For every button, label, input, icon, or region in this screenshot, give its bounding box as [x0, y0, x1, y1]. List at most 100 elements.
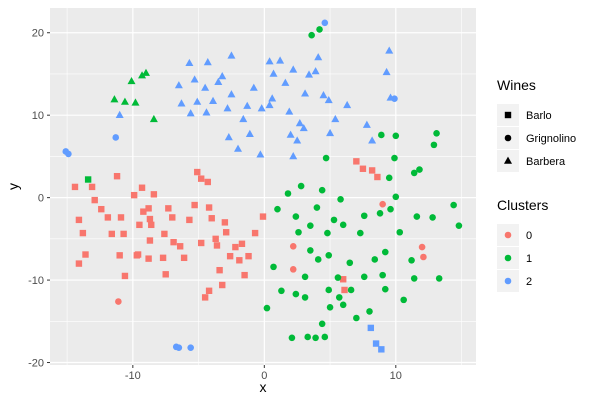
data-point [381, 248, 389, 256]
data-point [391, 154, 398, 162]
data-point [289, 242, 297, 250]
data-point [429, 214, 436, 221]
data-point [269, 69, 278, 77]
data-point [176, 243, 184, 250]
data-point [146, 215, 154, 223]
data-point [241, 271, 248, 279]
data-point [150, 191, 158, 198]
data-point [430, 141, 438, 149]
data-point [312, 334, 319, 342]
data-point [408, 256, 415, 264]
data-point [270, 263, 277, 271]
data-point [325, 286, 333, 294]
data-point [221, 219, 229, 226]
data-point [198, 175, 205, 182]
data-point [165, 205, 172, 212]
data-point [239, 114, 248, 123]
data-point [301, 273, 309, 281]
data-point [420, 253, 427, 261]
data-point [416, 166, 423, 173]
data-point [276, 56, 285, 64]
data-point [120, 230, 127, 238]
data-point [318, 320, 326, 328]
legend-label: Grignolino [526, 133, 576, 145]
data-point [249, 83, 258, 91]
data-point [321, 333, 329, 341]
data-point [295, 228, 302, 236]
data-point [340, 276, 347, 283]
data-point [313, 204, 321, 211]
data-point [341, 286, 348, 294]
data-point [326, 303, 334, 311]
data-point [410, 275, 418, 282]
data-point [335, 294, 343, 301]
data-point [131, 98, 140, 106]
data-point [208, 215, 215, 222]
data-point [353, 314, 360, 322]
data-point [256, 150, 265, 158]
data-point [392, 193, 400, 201]
data-point [337, 195, 344, 203]
data-point [116, 252, 123, 259]
data-point [376, 209, 384, 217]
y-axis: -20 -10 0 10 20 [28, 28, 50, 370]
legend-swatch [504, 277, 512, 285]
data-point [117, 214, 125, 221]
data-point [218, 72, 227, 80]
data-point [368, 136, 377, 144]
data-point [316, 26, 323, 33]
legend-label: 2 [526, 276, 532, 288]
data-point [374, 173, 381, 181]
legend-wines: Wines Barlo Grignolino Barbera [497, 77, 576, 172]
data-point [222, 229, 230, 236]
data-point [104, 214, 112, 221]
data-point [212, 235, 219, 243]
data-point [226, 252, 234, 260]
legend-square-icon [504, 111, 512, 119]
data-point [324, 95, 333, 104]
data-point [331, 114, 340, 123]
data-point [145, 205, 152, 212]
data-point [450, 201, 457, 209]
data-point [115, 298, 122, 305]
data-point [186, 109, 195, 117]
data-point [286, 130, 295, 138]
data-point [259, 213, 267, 220]
data-point [284, 190, 292, 197]
legend-wines-title: Wines [497, 77, 536, 93]
legend-label: 0 [526, 230, 532, 242]
data-point [289, 152, 298, 160]
data-point [353, 158, 360, 165]
data-point [136, 221, 143, 229]
data-point [435, 275, 443, 282]
data-point [371, 256, 379, 263]
data-point [307, 247, 314, 254]
data-point [238, 240, 246, 248]
data-point [133, 252, 140, 259]
data-point [311, 67, 320, 75]
data-point [198, 239, 205, 247]
data-point [304, 333, 312, 341]
data-point [245, 252, 252, 260]
data-point [110, 95, 119, 103]
data-point [289, 65, 298, 73]
data-point [318, 186, 326, 194]
data-point [234, 144, 243, 152]
data-point [274, 205, 281, 213]
data-point [305, 70, 314, 78]
data-point [433, 130, 440, 137]
data-point [372, 340, 380, 347]
data-point [455, 222, 463, 229]
data-point [339, 301, 347, 309]
data-point [162, 271, 169, 278]
data-point [82, 251, 89, 258]
data-point [293, 136, 302, 144]
data-point [159, 254, 167, 262]
data-point [301, 294, 309, 301]
data-point [138, 71, 147, 79]
data-point [301, 89, 310, 97]
data-point [148, 221, 155, 229]
legend-triangle-icon [504, 156, 512, 164]
data-points [62, 19, 463, 353]
data-point [186, 216, 193, 224]
